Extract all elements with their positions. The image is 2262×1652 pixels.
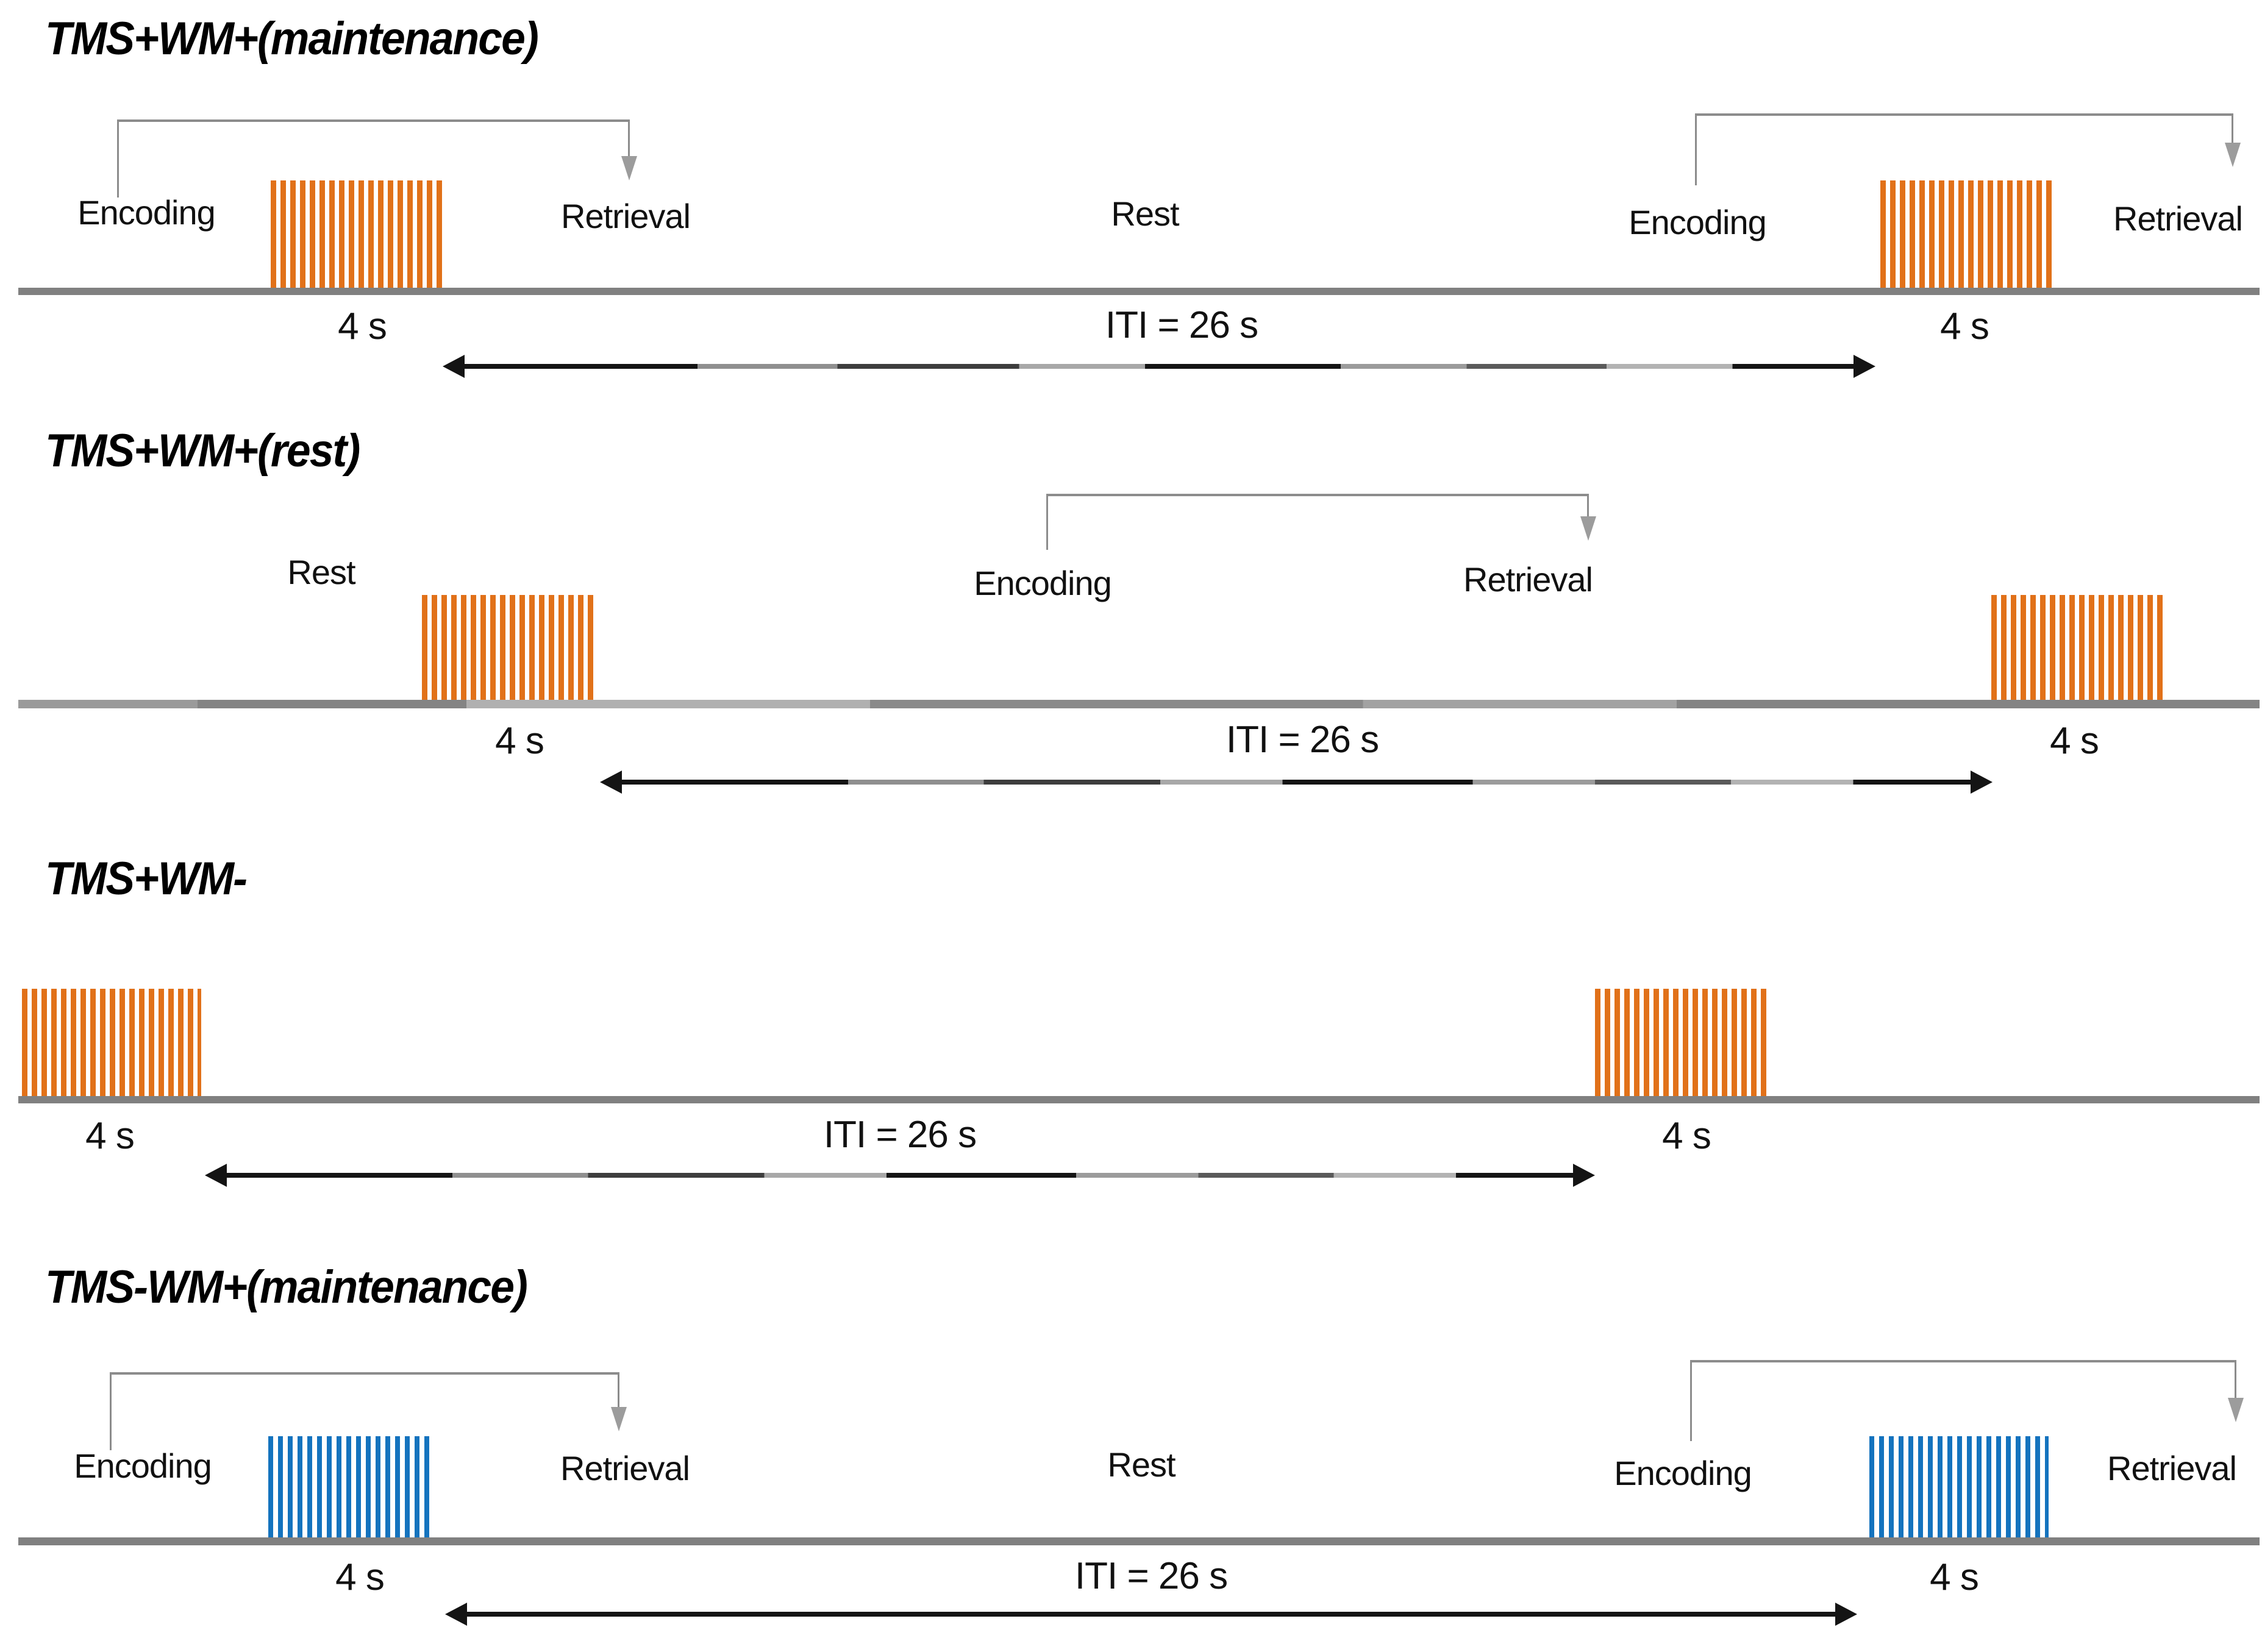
condition-title: TMS+WM+(rest) [45, 425, 360, 477]
pulse-duration-label: 4 s [2050, 720, 2099, 762]
iti-label: ITI = 26 s [1105, 304, 1258, 346]
encoding-label: Encoding [77, 193, 216, 232]
timeline-line [18, 288, 2260, 295]
encoding-to-retrieval-bracket-arrow [1695, 113, 2241, 185]
iti-double-arrow [205, 1173, 1595, 1178]
tms-pulse-train [422, 595, 596, 700]
retrieval-label: Retrieval [561, 197, 691, 235]
iti-double-arrow [600, 780, 1993, 785]
iti-double-arrow [443, 364, 1875, 369]
tms-pulse-train [1991, 595, 2166, 700]
arrowhead-down-icon [1580, 516, 1596, 541]
iti-label: ITI = 26 s [823, 1114, 977, 1156]
bracket-vertical-line [2235, 1362, 2236, 1399]
arrowhead-down-icon [611, 1407, 627, 1431]
arrowhead-down-icon [621, 156, 637, 180]
arrow-shaft [617, 780, 1975, 785]
rest-label: Rest [1111, 194, 1179, 233]
pulse-duration-label: 4 s [1940, 305, 1989, 347]
encoding-label: Encoding [974, 564, 1112, 602]
condition-title: TMS-WM+(maintenance) [45, 1261, 528, 1313]
arrow-shaft [222, 1173, 1578, 1178]
iti-double-arrow [445, 1612, 1857, 1617]
pulse-duration-label: 4 s [338, 305, 387, 347]
arrowhead-down-icon [2225, 143, 2241, 167]
timeline-line [18, 1096, 2260, 1103]
bracket-vertical-line [618, 1375, 619, 1408]
iti-label: ITI = 26 s [1226, 719, 1379, 761]
bracket-vertical-line [628, 122, 630, 157]
encoding-label: Encoding [74, 1447, 212, 1485]
arrowhead-down-icon [2228, 1398, 2244, 1422]
encoding-to-retrieval-bracket-arrow [1690, 1360, 2244, 1441]
bracket-vertical-line [2232, 116, 2233, 144]
encoding-label: Encoding [1629, 203, 1767, 241]
pulse-duration-label: 4 s [1930, 1556, 1979, 1598]
retrieval-label: Retrieval [2113, 199, 2243, 238]
arrow-shaft [462, 1612, 1840, 1617]
pulse-duration-label: 4 s [495, 720, 544, 762]
tms-pulse-train [271, 180, 446, 288]
pulse-duration-label: 4 s [85, 1115, 135, 1157]
bracket-vertical-line [1587, 496, 1589, 518]
tms-pulse-train [268, 1436, 434, 1537]
pulse-duration-label: 4 s [335, 1556, 385, 1598]
condition-title: TMS+WM+(maintenance) [45, 13, 539, 65]
encoding-to-retrieval-bracket-arrow [1046, 494, 1596, 550]
rest-label: Rest [287, 553, 355, 591]
iti-label: ITI = 26 s [1074, 1555, 1228, 1597]
tms-pulse-train [22, 989, 201, 1096]
tms-pulse-train [1595, 989, 1771, 1096]
encoding-label: Encoding [1614, 1454, 1752, 1492]
tms-pulse-train [1869, 1436, 2049, 1537]
pulse-duration-label: 4 s [1662, 1115, 1711, 1157]
tms-pulse-train [1880, 180, 2056, 288]
encoding-to-retrieval-bracket-arrow [117, 119, 637, 198]
encoding-to-retrieval-bracket-arrow [110, 1372, 627, 1450]
retrieval-label: Retrieval [1463, 560, 1593, 599]
rest-label: Rest [1107, 1445, 1176, 1484]
arrow-shaft [460, 364, 1858, 369]
retrieval-label: Retrieval [2107, 1449, 2237, 1487]
timeline-line [18, 1537, 2260, 1545]
timeline-line [18, 700, 2260, 708]
condition-title: TMS+WM- [45, 853, 248, 905]
retrieval-label: Retrieval [560, 1449, 690, 1487]
